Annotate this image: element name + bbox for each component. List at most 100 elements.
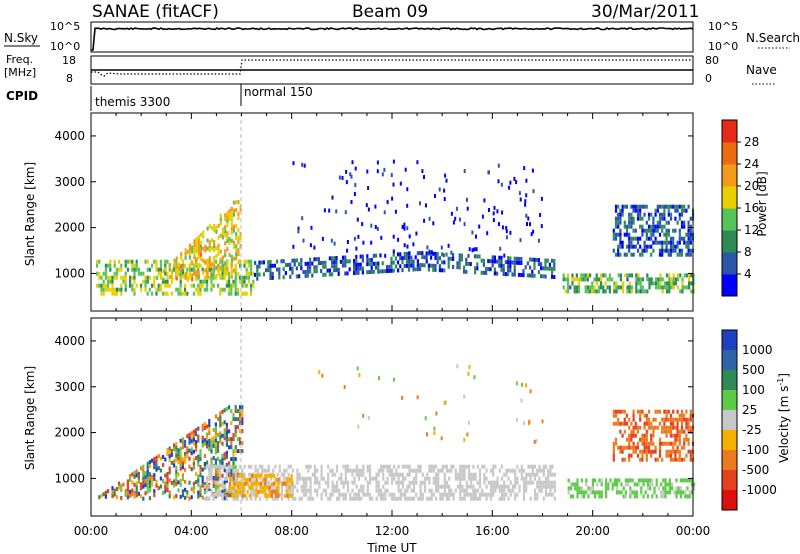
velocity-cell [472,496,475,501]
power-cell [392,260,395,265]
velocity-cell [382,476,385,481]
velocity-cell [140,466,143,471]
velocity-cell [518,468,521,473]
power-cell [511,272,514,277]
velocity-cell [650,437,653,442]
velocity-cell [492,472,495,477]
power-cell [326,268,329,273]
power-cell [315,265,318,270]
power-cell [234,283,237,288]
velocity-cell [672,417,675,422]
power-cell [309,243,312,248]
power-cell [617,224,620,229]
velocity-cell [186,494,189,499]
power-cell [482,258,485,263]
velocity-cell [219,435,222,440]
power-cell [683,236,686,241]
velocity-cell [126,491,129,496]
power-cell [476,254,479,259]
velocity-cell [223,488,226,493]
velocity-cell [623,457,626,462]
power-cell [113,263,116,268]
velocity-cell [591,482,594,487]
power-cell [164,267,167,272]
velocity-cell [203,490,206,494]
power-cell [133,279,136,284]
velocity-cell [382,484,385,489]
velocity-cell [687,441,690,446]
nsky-frame [90,21,694,53]
power-cell [191,245,194,250]
velocity-cell [236,449,239,454]
velocity-cell [428,488,431,493]
velocity-cell [386,476,389,481]
power-cell [199,291,202,296]
velocity-cell [184,443,187,448]
velocity-cell [662,486,665,491]
velocity-cell [485,468,488,473]
power-cell [309,265,312,270]
velocity-cell [674,425,677,430]
power-cell [159,263,162,268]
velocity-cell [459,488,462,493]
velocity-cell [470,476,473,481]
velocity-cell [661,429,664,434]
power-cell [432,263,435,268]
power-cell [230,238,233,243]
velocity-cell [371,496,374,501]
velocity-cell [291,480,295,485]
velocity-colorbar-swatch [722,350,737,371]
velocity-cell [693,482,696,487]
velocity-cell [683,429,686,434]
power-cell [434,267,437,272]
power-cell [184,287,187,292]
power-cell [680,236,684,241]
velocity-cell [265,468,268,473]
power-cell [421,255,424,260]
velocity-cell [576,478,579,483]
velocity-cell [214,458,217,463]
velocity-cell [674,433,677,438]
power-cell [632,216,635,221]
velocity-cell [445,480,449,485]
velocity-cell [179,454,182,459]
velocity-cell [680,425,684,430]
power-cell [657,277,660,282]
velocity-cell [166,484,169,488]
velocity-cell [335,484,339,489]
velocity-cell [478,476,482,481]
velocity-cell [208,468,211,473]
velocity-cell [657,486,660,491]
velocity-cell [406,488,409,493]
power-cell [175,259,178,264]
power-cell [498,259,501,264]
power-cell [412,259,415,264]
power-cell [630,273,633,278]
velocity-cell [212,492,215,497]
power-cell [661,216,664,221]
velocity-cell [689,425,692,430]
velocity-cell [393,492,396,497]
power-cell [667,212,670,217]
velocity-cell [549,472,552,477]
power-cell [443,188,446,193]
power-cell [250,267,253,272]
velocity-cell [647,425,651,430]
velocity-cell [677,486,680,491]
velocity-cell [598,490,601,495]
velocity-cell [291,484,295,489]
power-cell [615,281,618,286]
power-cell [241,291,244,296]
velocity-cell [230,469,233,474]
velocity-cell [368,496,372,501]
power-cell [124,283,127,288]
velocity-cell [195,472,198,477]
power-cell [641,232,644,237]
power-cell [362,240,365,245]
velocity-cell [296,476,299,481]
velocity-cell [474,492,477,497]
power-cell [426,245,429,250]
velocity-cell [335,480,339,485]
velocity-cell [181,477,184,482]
velocity-cell [296,488,299,493]
